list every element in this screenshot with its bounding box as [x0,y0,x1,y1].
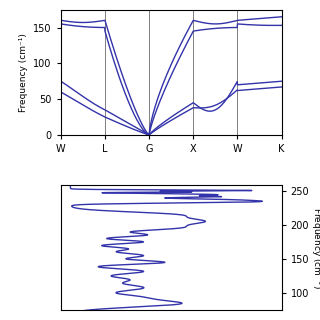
Y-axis label: Frequency (cm$^{-1}$): Frequency (cm$^{-1}$) [309,207,320,289]
Y-axis label: Frequency (cm⁻¹): Frequency (cm⁻¹) [19,33,28,112]
